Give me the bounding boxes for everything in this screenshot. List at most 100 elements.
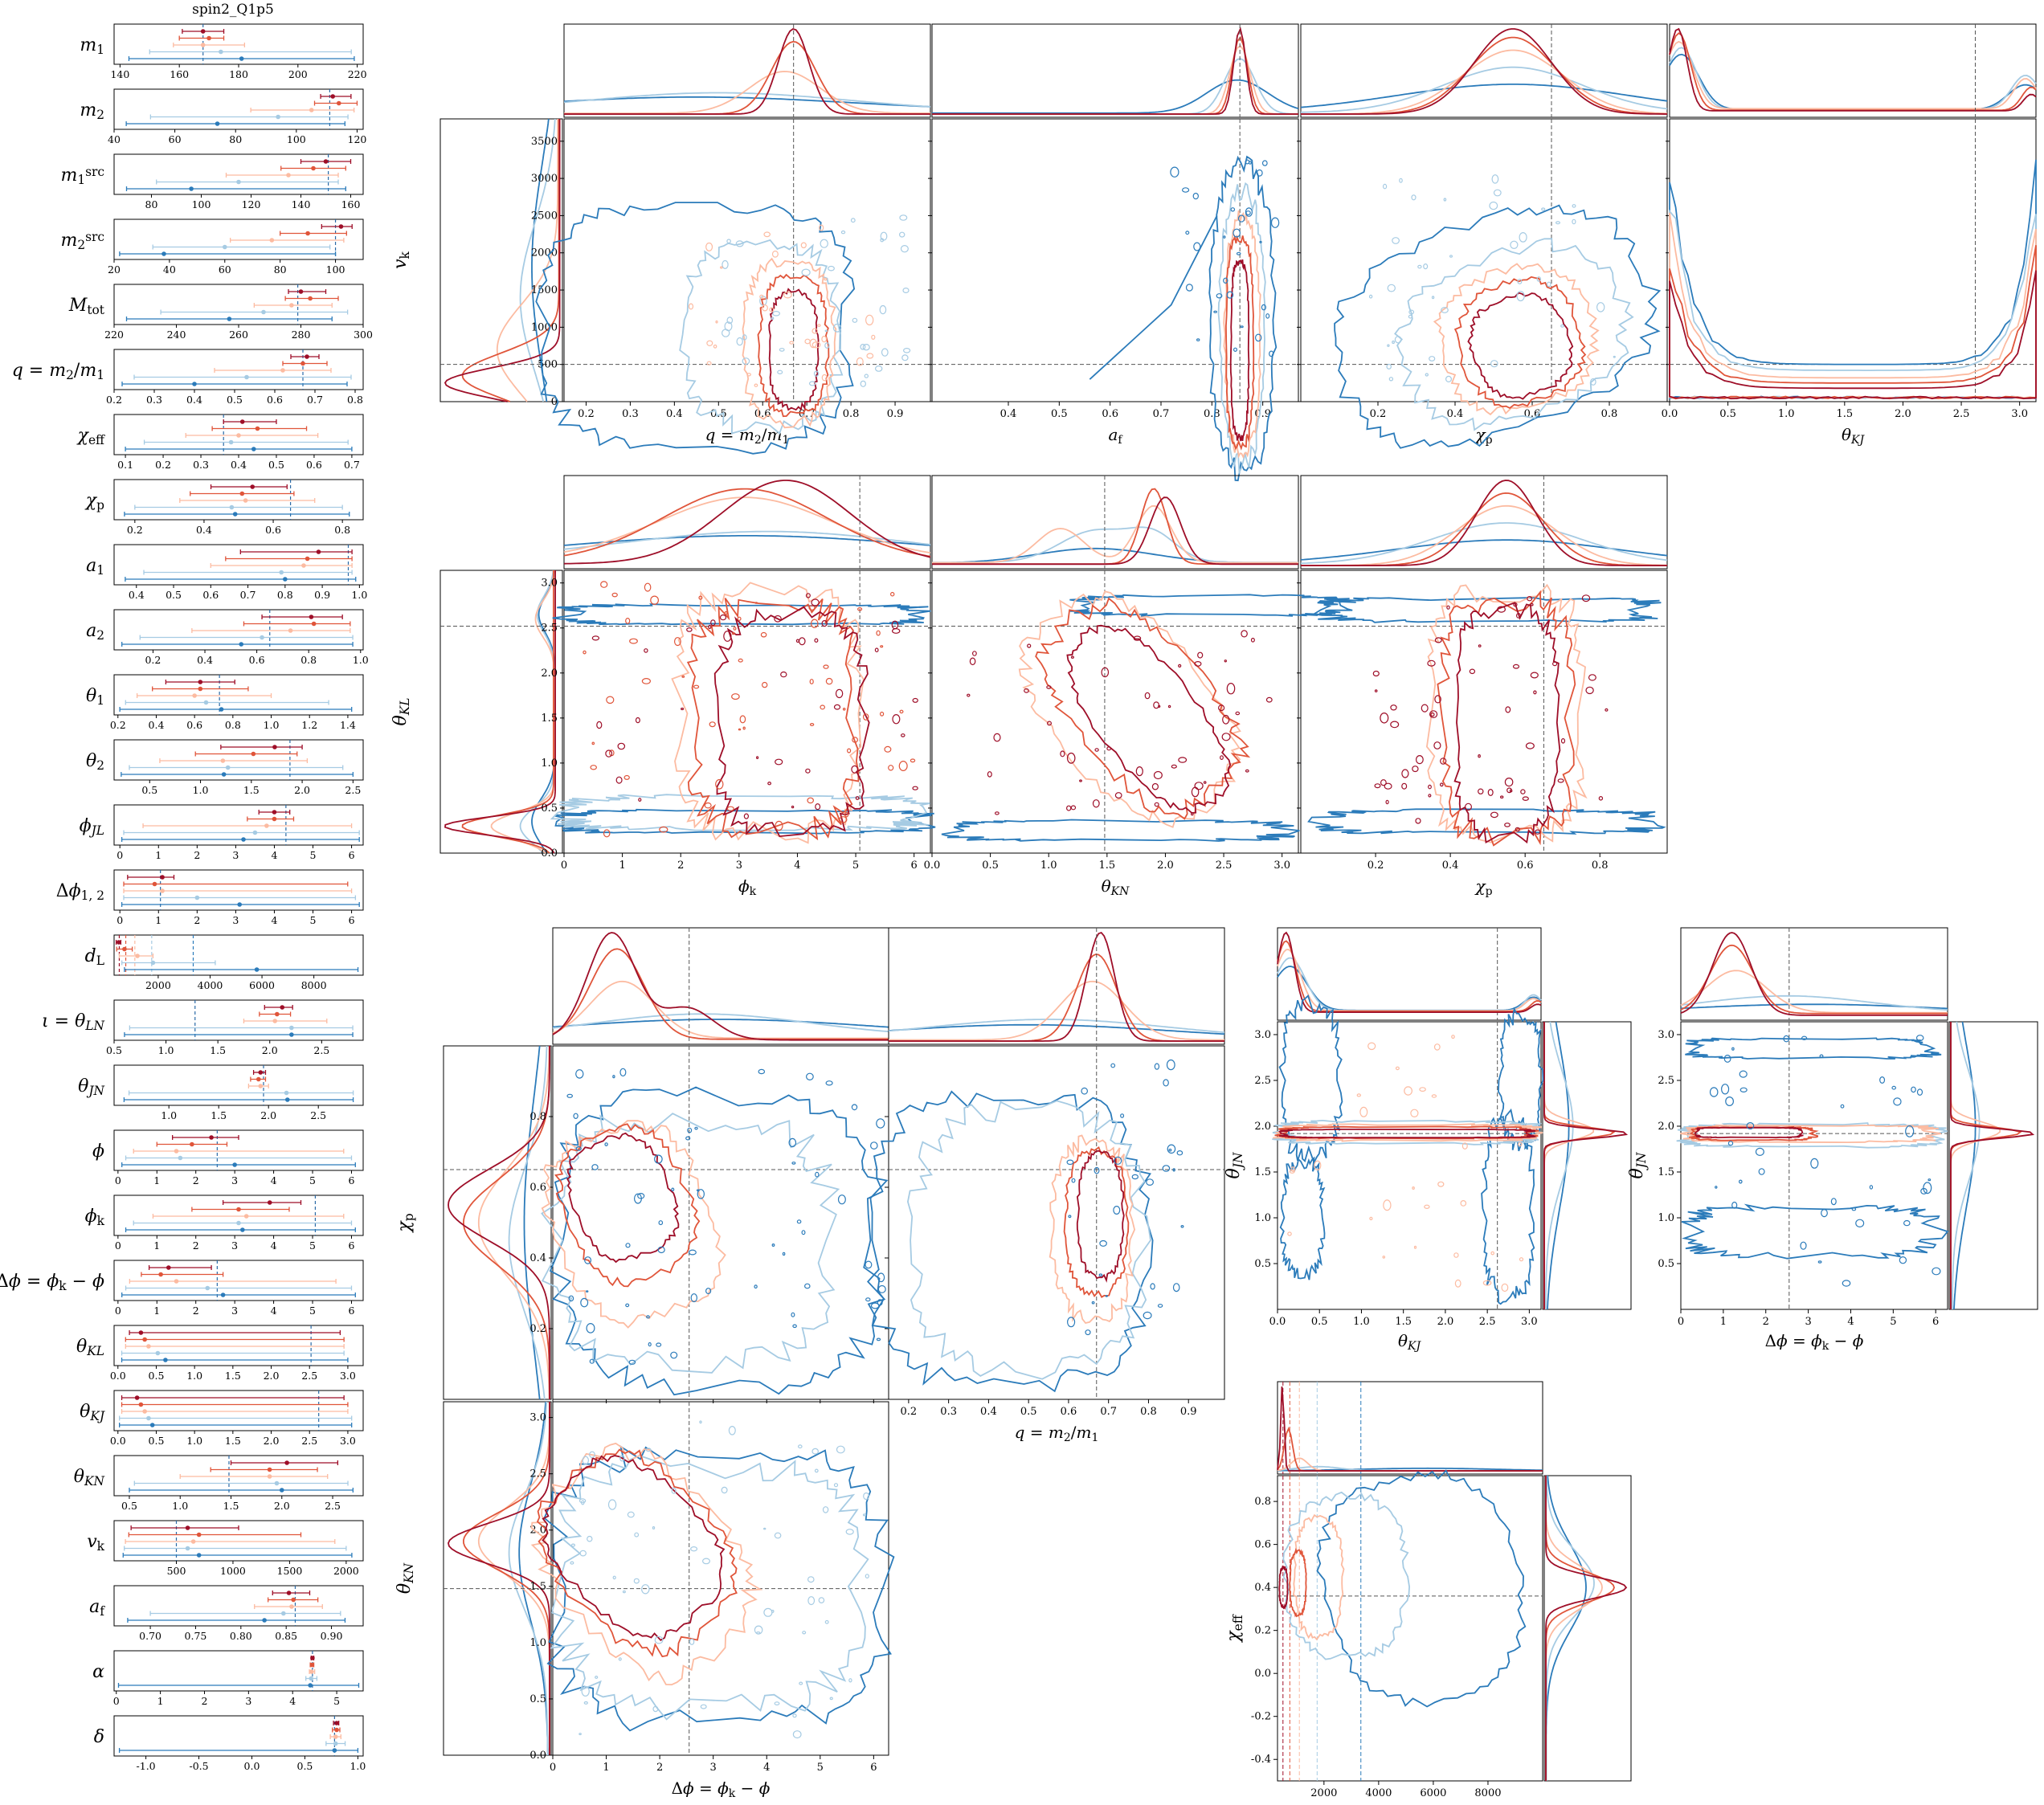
y-tick-label: 1.5 [541,713,558,725]
axis-label-text: θJN [1627,1152,1649,1178]
x-tick-label: 1.0 [158,1044,174,1056]
contour-speckle [1842,1280,1851,1287]
contour-speckle [1709,1087,1719,1097]
contour-speckle [840,230,846,235]
median-point [198,680,203,684]
marginal-curve-series-3 [462,1046,550,1399]
median-point [220,1292,226,1297]
median-point [289,1032,294,1037]
axis-label-text: χp [1474,425,1492,447]
marginal-curve-series-1 [508,1045,548,1400]
y-axis-label-thetaKL: θKL [390,698,412,726]
contour-speckle [1899,1256,1907,1264]
x-tick-label: 80 [145,198,158,210]
contour-speckle [1555,221,1560,225]
marginal-frame-phik [563,475,931,570]
joint-frame-af-vk [931,118,1299,402]
forest-panel-delta: -1.0 -0.5 0.0 0.5 1.0 [113,1715,366,1772]
y-tick-label: 1.0 [1254,1212,1271,1224]
contour-speckle [1153,701,1159,709]
marginal-curve-series-2 [563,496,931,553]
x-tick-label: 0.6 [1102,408,1118,420]
x-tick-label: 0.9 [887,408,904,420]
contour-series-0 [543,1444,895,1732]
y-tick-label: 0.5 [541,802,558,815]
contour-speckle [1178,664,1182,668]
contour-series-2 [1680,1124,1941,1144]
contour-speckle [719,266,723,269]
contour-speckle [1515,613,1521,619]
contour-speckle [1401,782,1408,790]
x-tick-label: 0.5 [297,1760,313,1772]
contour-speckle [824,329,828,333]
axis-label-text: af [89,1597,105,1619]
y-tick-label: 0.0 [1254,1668,1271,1680]
median-point [272,1019,278,1023]
median-point [190,1539,196,1544]
contour-speckle [1070,655,1074,659]
contour-speckle [1065,805,1072,811]
marginal-curve-series-1 [932,526,1298,563]
axis-label-text: θ1 [86,686,104,708]
contour-speckle [583,1701,588,1705]
x-tick-label: 0.6 [1061,1406,1077,1418]
x-tick-label: 3 [231,1174,238,1186]
forest-panel-m1src: 80 100 120 140 160 [113,153,364,210]
x-tick-label: 0.5 [268,459,284,471]
contour-speckle [1510,240,1519,249]
marginal-curve-series-3 [461,570,554,854]
contour-series-1 [550,794,930,831]
contour-speckle [726,316,734,325]
param-label-thetaJN: θJN [78,1076,104,1098]
contour-speckle [760,631,767,638]
forest-panel-thetaJN: 1.0 1.5 2.0 2.5 [113,1064,364,1121]
x-tick-label: 3.0 [1521,1316,1538,1328]
x-tick-label: 0.5 [121,1500,137,1512]
axis-label-text: χeff [1224,1614,1245,1643]
param-label-chieff: χeff [76,426,105,447]
joint-frame-dphi-thetaKN [552,1401,889,1756]
median-point [305,354,309,359]
median-point [280,368,285,373]
contour-series-3 [1035,597,1251,820]
axis-label-text: a1 [86,556,104,578]
contour-speckle [1194,782,1204,790]
panel-frame [113,999,364,1041]
contour-speckle [1163,1079,1169,1087]
contour-speckle [1270,217,1280,228]
contour-series-4 [1278,1565,1289,1611]
marginal-curve-series-4 [1950,1022,2035,1309]
contour-speckle [1114,1156,1122,1165]
y-tick-label: 3.0 [1658,1029,1674,1041]
thetaKL-marginal-frame [439,570,563,854]
contour-speckle [1399,178,1403,183]
contour-speckle [619,1455,625,1462]
contour-speckle [1382,183,1388,190]
contour-speckle [638,798,642,802]
contour-series-0 [1311,597,1662,623]
axis-label-text: θKL [390,698,412,726]
y-tick-label: 0 [551,396,558,408]
contour-series-1 [906,1100,1151,1380]
contour-speckle [774,1701,780,1706]
contour-speckle [578,1498,587,1504]
x-tick-label: 6 [349,914,355,926]
contour-speckle [1916,1088,1923,1096]
median-point [146,1415,151,1421]
param-label-phi: ϕ [92,1141,104,1162]
x-tick-label: 120 [348,133,367,145]
median-point [185,1525,190,1530]
median-point [332,1748,337,1753]
joint-frame-dphi-thetaJN [1680,1021,1948,1310]
y-tick-label: 0.0 [541,847,558,860]
contour-speckle [1085,1329,1091,1336]
x-tick-label: 0.3 [622,408,639,420]
x-tick-label: 2.0 [262,1044,278,1056]
marginal-curve-series-3 [1543,1022,1616,1309]
median-point [239,419,245,424]
median-point [264,823,269,828]
marginal-curve-series-2 [477,1045,550,1400]
contour-speckle [969,657,976,666]
y-tick-label: 2.0 [529,1525,546,1537]
median-point [289,1604,294,1609]
